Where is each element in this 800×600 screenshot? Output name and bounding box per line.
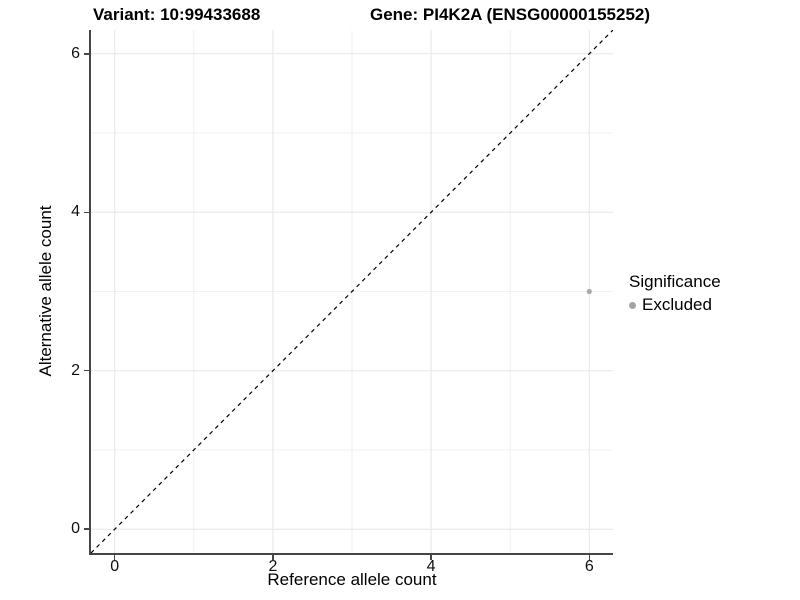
y-axis-title: Alternative allele count	[36, 205, 55, 377]
x-tick-mark	[113, 555, 116, 560]
y-tick-label: 0	[71, 520, 80, 538]
y-tick-mark	[84, 528, 89, 530]
x-axis-title: Reference allele count	[267, 570, 437, 589]
y-tick-mark	[84, 369, 89, 372]
plot-title-variant: Variant: 10:99433688	[93, 5, 261, 24]
legend-entry-label: Excluded	[642, 295, 712, 314]
x-tick-label: 2	[268, 558, 278, 575]
legend-entry-excluded: Excluded	[629, 295, 721, 315]
identity-dashed-line	[91, 30, 613, 553]
y-tick-mark	[84, 53, 89, 55]
plot-canvas	[91, 30, 613, 553]
x-tick-label: 0	[110, 558, 120, 575]
legend-point-icon	[629, 301, 636, 309]
y-tick-label: 4	[71, 203, 80, 221]
data-point	[586, 288, 592, 295]
plot-title-gene: Gene: PI4K2A (ENSG00000155252)	[370, 5, 651, 24]
x-tick-label: 6	[584, 558, 594, 575]
y-tick-label: 6	[71, 44, 80, 62]
legend: Significance Excluded	[629, 272, 721, 315]
x-tick-mark	[588, 555, 591, 560]
legend-title: Significance	[629, 272, 721, 291]
x-tick-mark	[430, 555, 432, 560]
plot-panel	[89, 30, 613, 555]
y-tick-mark	[84, 211, 89, 213]
x-tick-mark	[272, 555, 274, 560]
y-tick-label: 2	[71, 361, 80, 379]
x-tick-label: 4	[426, 558, 436, 575]
